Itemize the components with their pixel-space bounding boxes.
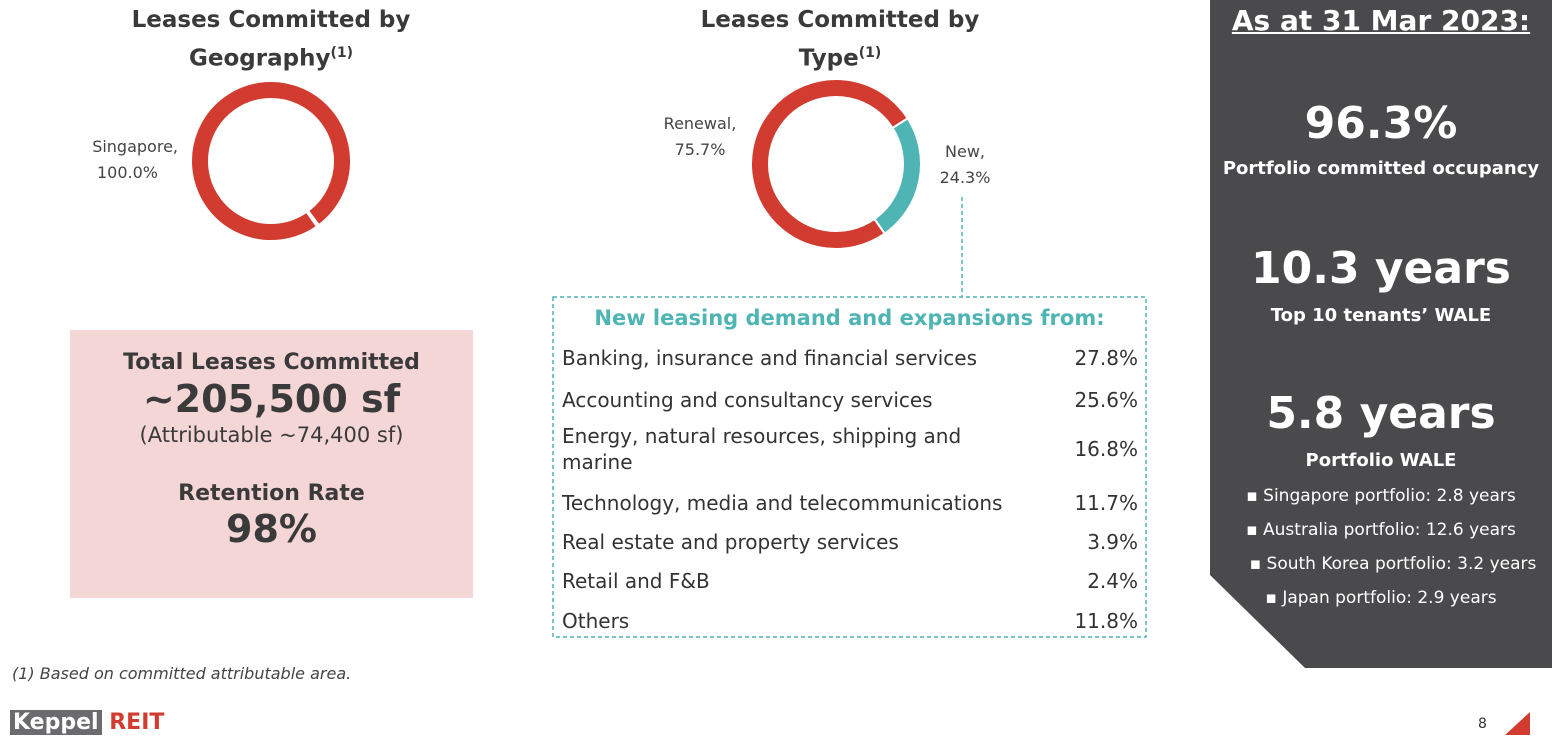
row-value: 25.6% [1074,388,1138,412]
metric-label: Portfolio committed occupancy [1222,158,1540,179]
table-title: New leasing demand and expansions from: [594,306,1105,330]
bullet: ▪ Singapore portfolio: 2.8 years [1246,486,1516,506]
logo: Keppel REIT [10,710,164,735]
donut-segment [190,80,352,242]
row-label: Others [562,609,630,633]
row-value: 11.8% [1074,609,1138,633]
row-label: Real estate and property services [562,530,899,554]
segment-label: Renewal, [664,114,737,133]
page-number: 8 [1478,716,1487,732]
metric-value: 10.3 years [1251,243,1511,294]
segment-label: Singapore, [92,137,178,156]
segment-value-label: 75.7% [675,140,726,159]
bullet-text: South Korea portfolio: 3.2 years [1266,554,1537,574]
retention-title: Retention Rate [178,481,365,506]
row-label: Banking, insurance and financial service… [562,346,977,370]
retention-value: 98% [226,507,317,551]
summary-title: Total Leases Committed [123,350,420,375]
segment-value-label: 100.0% [97,163,158,182]
summary-bg [70,330,473,598]
bullet-text: Japan portfolio: 2.9 years [1282,588,1497,608]
table-row: Accounting and consultancy services 25.6% [562,384,1138,416]
row-label: Accounting and consultancy services [562,388,933,412]
table-row: Real estate and property services 3.9% [562,526,1138,558]
row-value: 3.9% [1087,530,1138,554]
logo-slash [1505,712,1530,735]
donut-segment [873,116,922,236]
metric-value: 5.8 years [1266,388,1496,439]
metric-label: Portfolio WALE [1305,450,1457,471]
table-row: Others 11.8% [562,605,1138,637]
segment-label: New, [945,142,985,161]
row-label: Technology, media and telecommunications [562,491,1003,515]
row-value: 11.7% [1074,491,1138,515]
row-value: 27.8% [1074,346,1138,370]
summary-value: ~205,500 sf [142,377,401,421]
metric-label: Top 10 tenants’ WALE [1270,305,1492,326]
bullet-text: Australia portfolio: 12.6 years [1263,520,1516,540]
row-label: Retail and F&B [562,569,710,593]
row-label: Energy, natural resources, shipping and … [562,424,962,474]
row-value: 16.8% [1074,437,1138,461]
footnote: (1) Based on committed attributable area… [12,664,352,683]
logo-left: Keppel [10,710,102,735]
bullet: ▪ Japan portfolio: 2.9 years [1265,588,1497,608]
row-value: 2.4% [1087,569,1138,593]
chart-title: Leases Committed by Geography(1) [131,7,411,72]
metric-value: 96.3% [1304,98,1458,149]
panel-bg [1210,0,1552,668]
summary-note: (Attributable ~74,400 sf) [139,423,404,447]
logo-right: REIT [109,710,165,735]
table-border [552,296,1147,638]
table-row: Banking, insurance and financial service… [562,342,1138,374]
summary: Total Leases Committed ~205,500 sf (Attr… [70,350,473,552]
donut-segment [750,78,910,250]
bullet: ▪ Australia portfolio: 12.6 years [1246,520,1516,540]
segment-value-label: 24.3% [940,168,991,187]
bullet-text: Singapore portfolio: 2.8 years [1263,486,1516,506]
chart-title: Leases Committed by Type(1) [700,7,980,72]
table-row: Technology, media and telecommunications… [562,487,1138,519]
panel-title: As at 31 Mar 2023: [1231,4,1531,37]
table-row: Energy, natural resources, shipping and … [562,421,1138,477]
bullet: ▪ South Korea portfolio: 3.2 years [1249,554,1537,574]
table-row: Retail and F&B 2.4% [562,565,1138,597]
